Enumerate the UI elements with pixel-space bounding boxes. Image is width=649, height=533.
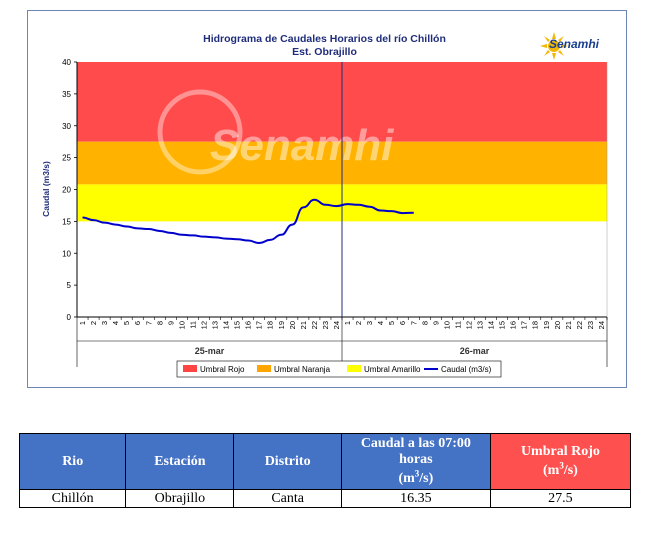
x-tick-label: 7 xyxy=(409,321,418,325)
table-row: Chillón Obrajillo Canta 16.35 27.5 xyxy=(18,489,632,508)
x-tick-label: 3 xyxy=(365,321,374,325)
x-tick-label: 13 xyxy=(211,321,220,329)
x-tick-label: 4 xyxy=(376,321,385,325)
x-tick-label: 2 xyxy=(89,321,98,325)
x-tick-label: 24 xyxy=(597,321,606,329)
x-tick-label: 21 xyxy=(564,321,573,329)
legend-swatch xyxy=(257,365,271,372)
legend-label: Umbral Rojo xyxy=(200,365,245,374)
cell-estacion: Obrajillo xyxy=(125,489,235,508)
header-estacion: Estación xyxy=(125,433,235,490)
header-rio: Rio xyxy=(18,433,127,490)
x-tick-label: 18 xyxy=(266,321,275,329)
x-tick-label: 16 xyxy=(509,321,518,329)
x-tick-label: 16 xyxy=(244,321,253,329)
x-tick-label: 9 xyxy=(166,321,175,325)
y-tick-label: 30 xyxy=(62,122,71,131)
x-tick-label: 5 xyxy=(387,321,396,325)
legend-swatch xyxy=(183,365,197,372)
x-tick-label: 2 xyxy=(354,321,363,325)
x-tick-label: 13 xyxy=(476,321,485,329)
x-tick-label: 20 xyxy=(553,321,562,329)
header-caudal-unit: (m3/s) xyxy=(398,468,434,486)
x-tick-label: 23 xyxy=(586,321,595,329)
x-tick-label: 15 xyxy=(498,321,507,329)
x-tick-label: 17 xyxy=(255,321,264,329)
caudal-series-line xyxy=(82,198,414,245)
x-tick-label: 1 xyxy=(78,321,87,325)
y-tick-label: 0 xyxy=(67,313,72,322)
x-tick-label: 3 xyxy=(100,321,109,325)
x-tick-label: 21 xyxy=(299,321,308,329)
x-tick-label: 23 xyxy=(321,321,330,329)
header-umbral-unit: (m3/s) xyxy=(542,460,578,478)
x-tick-label: 5 xyxy=(122,321,131,325)
y-axis-label: Caudal (m3/s) xyxy=(41,161,51,217)
x-tick-label: 18 xyxy=(531,321,540,329)
x-tick-label: 8 xyxy=(420,321,429,325)
header-umbral-rojo: Umbral Rojo (m3/s) xyxy=(489,433,632,490)
x-tick-label: 11 xyxy=(453,321,462,329)
x-tick-label: 12 xyxy=(464,321,473,329)
x-tick-label: 8 xyxy=(155,321,164,325)
watermark-sun-icon xyxy=(157,89,243,175)
x-tick-label: 15 xyxy=(233,321,242,329)
y-tick-label: 25 xyxy=(62,154,71,163)
chart-subtitle: Est. Obrajillo xyxy=(292,46,357,58)
legend-label: Umbral Naranja xyxy=(274,365,331,374)
x-tick-label: 19 xyxy=(542,321,551,329)
cell-rio: Chillón xyxy=(18,489,127,508)
x-tick-label: 24 xyxy=(332,321,341,329)
day-label: 26-mar xyxy=(460,346,490,356)
header-caudal: Caudal a las 07:00 horas (m3/s) xyxy=(340,433,491,490)
cell-distrito: Canta xyxy=(233,489,342,508)
x-tick-label: 17 xyxy=(520,321,529,329)
chart-title: Hidrograma de Caudales Horarios del río … xyxy=(203,33,446,45)
station-table: Rio Estación Distrito Caudal a las 07:00… xyxy=(18,433,632,508)
table-header-row: Rio Estación Distrito Caudal a las 07:00… xyxy=(18,433,632,490)
x-tick-label: 22 xyxy=(575,321,584,329)
cell-caudal: 16.35 xyxy=(340,489,491,508)
x-tick-label: 4 xyxy=(111,321,120,325)
x-tick-label: 6 xyxy=(133,321,142,325)
x-tick-label: 14 xyxy=(222,321,231,329)
senamhi-logo-icon xyxy=(540,32,568,60)
y-tick-label: 10 xyxy=(62,249,71,258)
legend-label: Umbral Amarillo xyxy=(364,365,421,374)
senamhi-logo-text: Senamhi xyxy=(549,37,600,51)
day-label: 25-mar xyxy=(195,346,225,356)
legend-label: Caudal (m3/s) xyxy=(441,365,492,374)
header-distrito: Distrito xyxy=(233,433,342,490)
x-tick-label: 6 xyxy=(398,321,407,325)
y-tick-label: 15 xyxy=(62,217,71,226)
y-tick-label: 5 xyxy=(67,281,72,290)
x-tick-label: 9 xyxy=(431,321,440,325)
x-tick-label: 12 xyxy=(199,321,208,329)
x-tick-label: 22 xyxy=(310,321,319,329)
y-tick-label: 35 xyxy=(62,90,71,99)
y-tick-label: 40 xyxy=(62,58,71,67)
cell-umbral-rojo: 27.5 xyxy=(489,489,632,508)
y-tick-label: 20 xyxy=(62,186,71,195)
x-tick-label: 19 xyxy=(277,321,286,329)
legend-swatch xyxy=(347,365,361,372)
x-tick-label: 7 xyxy=(144,321,153,325)
x-tick-label: 11 xyxy=(188,321,197,329)
x-tick-label: 10 xyxy=(442,321,451,329)
x-tick-label: 10 xyxy=(177,321,186,329)
watermark-text: Senamhi xyxy=(210,121,394,170)
x-tick-label: 1 xyxy=(343,321,352,325)
x-tick-label: 14 xyxy=(487,321,496,329)
x-tick-label: 20 xyxy=(288,321,297,329)
